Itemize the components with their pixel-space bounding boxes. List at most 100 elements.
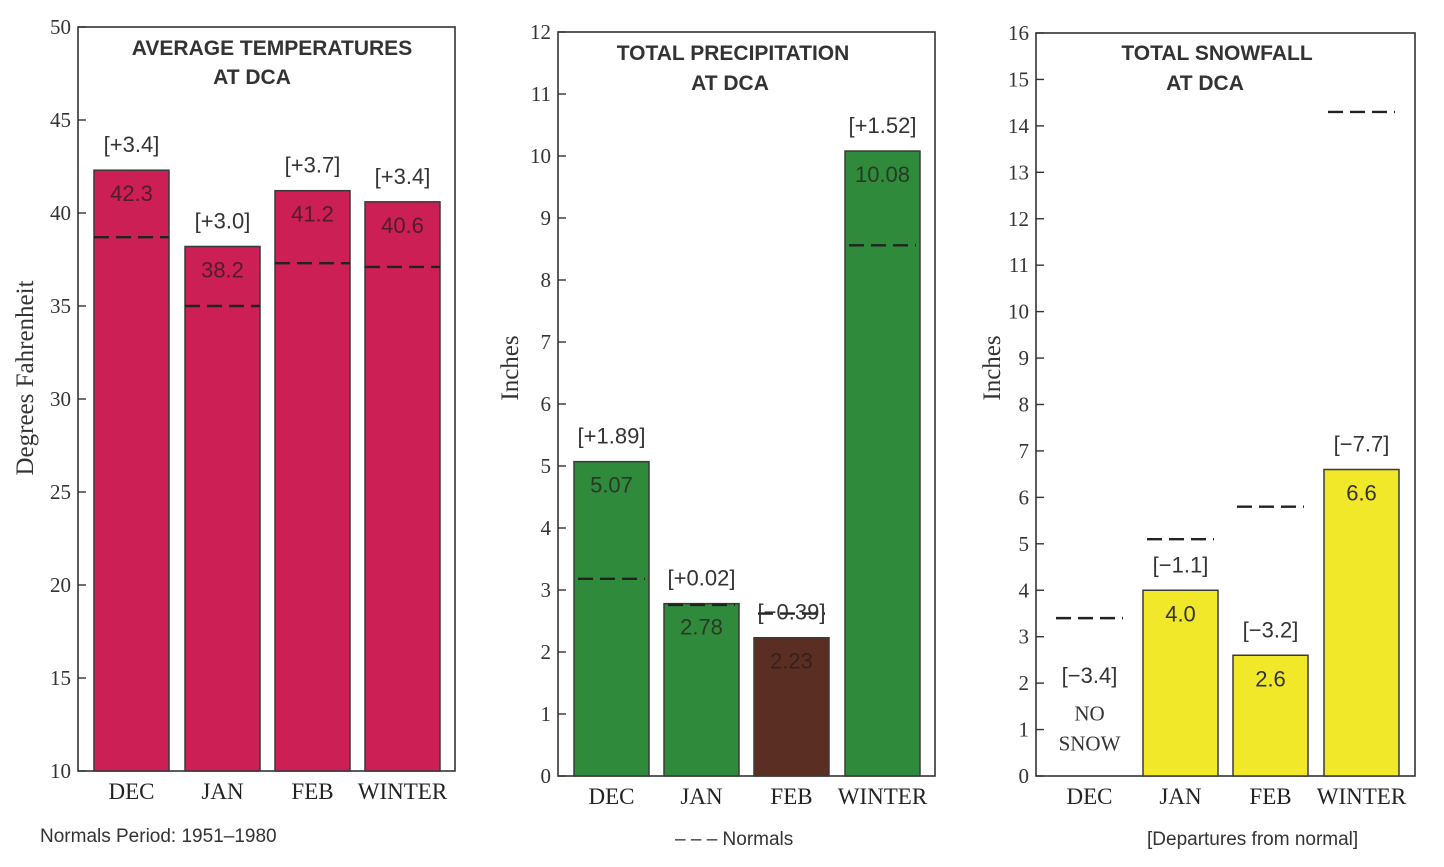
y-tick-label: 5 [541, 454, 552, 478]
y-tick-label: 16 [1008, 21, 1029, 45]
y-tick-label: 2 [541, 640, 552, 664]
y-tick-label: 25 [50, 480, 71, 504]
bar-winter [844, 150, 921, 777]
x-tick-label: DEC [109, 779, 155, 804]
y-tick-label: 8 [541, 268, 552, 292]
y-tick-label: 11 [531, 82, 551, 106]
departure-label: [−7.7] [1334, 432, 1390, 457]
chart-subtitle: AT DCA [1166, 72, 1244, 95]
bar-value-label: 2.23 [770, 649, 813, 674]
y-tick-label: 12 [1008, 207, 1029, 231]
y-tick-label: 0 [1019, 764, 1030, 788]
x-tick-label: FEB [770, 784, 812, 809]
bar-dec [93, 169, 170, 772]
y-tick-label: 7 [541, 330, 552, 354]
bar-feb [274, 189, 351, 772]
bar-jan [663, 602, 740, 777]
y-tick-label: 1 [1019, 718, 1030, 742]
y-tick-label: 12 [530, 20, 551, 44]
y-tick-label: 10 [50, 759, 71, 783]
chart-title: TOTAL SNOWFALL [1121, 42, 1312, 65]
bar-feb [753, 636, 830, 777]
chart-1: 10 15 20 25 30 35 40 45 50 Degrees Fahrenheit AVER… [12, 15, 456, 804]
no-snow-annotation: NO [1074, 701, 1104, 725]
y-tick-label: 1 [541, 702, 552, 726]
x-tick-label: WINTER [358, 779, 448, 804]
y-tick-label: 15 [50, 666, 71, 690]
x-tick-label: FEB [291, 779, 333, 804]
departure-label: [+3.0] [195, 208, 251, 233]
chart-title: AVERAGE TEMPERATURES [132, 37, 412, 60]
chart-subtitle: AT DCA [691, 72, 769, 95]
y-tick-label: 40 [50, 201, 71, 225]
x-tick-label: WINTER [838, 784, 928, 809]
departure-label: [−0.39] [758, 600, 826, 625]
y-tick-label: 35 [50, 294, 71, 318]
y-tick-label: 9 [541, 206, 552, 230]
y-axis-label: Inches [497, 335, 524, 400]
y-tick-label: 3 [541, 578, 552, 602]
y-tick-label: 4 [1019, 578, 1030, 602]
departure-label: [+1.52] [849, 113, 917, 138]
x-tick-label: DEC [589, 784, 635, 809]
y-tick-label: 6 [541, 392, 552, 416]
y-tick-label: 20 [50, 573, 71, 597]
bar-value-label: 38.2 [201, 257, 244, 282]
departure-label: [+3.4] [375, 164, 431, 189]
departure-label: [+0.02] [668, 566, 736, 591]
x-tick-label: JAN [1159, 784, 1202, 809]
bar-value-label: 4.0 [1165, 601, 1196, 626]
bar-value-label: 2.6 [1255, 666, 1286, 691]
normals-period-note: Normals Period: 1951–1980 [40, 826, 277, 847]
bar-value-label: 41.2 [291, 202, 334, 227]
departure-label: [−1.1] [1153, 552, 1209, 577]
x-tick-label: DEC [1067, 784, 1113, 809]
y-tick-label: 3 [1019, 625, 1030, 649]
bar-jan [184, 245, 261, 772]
y-tick-label: 11 [1009, 253, 1029, 277]
no-snow-annotation: SNOW [1059, 731, 1121, 755]
bar-winter [364, 201, 441, 772]
y-tick-label: 10 [1008, 300, 1029, 324]
departure-label: [+3.7] [285, 153, 341, 178]
y-tick-label: 13 [1008, 160, 1029, 184]
departures-note: [Departures from normal] [1147, 829, 1359, 850]
bar-dec [573, 460, 650, 777]
x-tick-label: JAN [201, 779, 244, 804]
y-tick-label: 9 [1019, 346, 1030, 370]
y-tick-label: 5 [1019, 532, 1030, 556]
y-tick-label: 45 [50, 108, 71, 132]
y-axis-label: Degrees Fahrenheit [12, 280, 39, 475]
bar-value-label: 6.6 [1346, 481, 1377, 506]
normals-legend: – – – Normals [675, 829, 794, 850]
x-tick-label: JAN [680, 784, 723, 809]
y-tick-label: 10 [530, 144, 551, 168]
bar-winter [1323, 468, 1400, 777]
y-tick-label: 4 [541, 516, 552, 540]
departure-label: [+3.4] [104, 132, 160, 157]
y-tick-label: 0 [541, 764, 552, 788]
y-tick-label: 8 [1019, 393, 1030, 417]
bar-value-label: 42.3 [110, 181, 153, 206]
y-tick-label: 30 [50, 387, 71, 411]
departure-label: [−3.2] [1243, 617, 1299, 642]
chart-title: TOTAL PRECIPITATION [617, 42, 850, 65]
y-axis-label: Inches [979, 335, 1006, 400]
y-tick-label: 15 [1008, 67, 1029, 91]
x-tick-label: WINTER [1317, 784, 1407, 809]
bar-value-label: 10.08 [855, 162, 910, 187]
bar-feb [1232, 654, 1309, 777]
y-tick-label: 7 [1019, 439, 1030, 463]
bar-jan [1142, 589, 1219, 777]
y-tick-label: 6 [1019, 485, 1030, 509]
y-tick-label: 50 [50, 15, 71, 39]
bar-value-label: 5.07 [590, 473, 633, 498]
x-tick-label: FEB [1249, 784, 1291, 809]
chart-subtitle: AT DCA [213, 66, 291, 89]
bar-value-label: 2.78 [680, 615, 723, 640]
departure-label: [−3.4] [1062, 663, 1118, 688]
